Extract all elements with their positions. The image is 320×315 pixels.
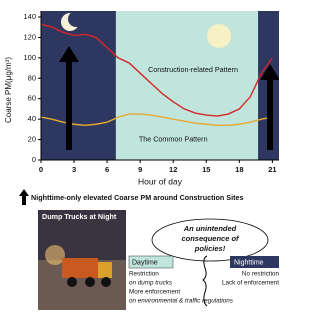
x-tick-label: 15 [202, 165, 210, 174]
daytime-note: Restriction [129, 271, 159, 278]
photo-title: Dump Trucks at Night [42, 212, 117, 221]
nighttime-notes: No restriction Lack of enforcement [222, 271, 279, 287]
x-tick-label: 18 [235, 165, 243, 174]
moon-shadow [68, 11, 84, 27]
y-tick-label: 20 [28, 135, 36, 144]
x-tick-label: 0 [39, 165, 43, 174]
y-tick-label: 140 [23, 12, 36, 21]
daytime-label: Daytime [132, 259, 158, 266]
nighttime-label: Nighttime [234, 259, 264, 266]
series-label: Construction-related Pattern [148, 65, 238, 74]
daytime-note: on dump trucks [129, 280, 173, 287]
nighttime-note: Lack of enforcement [222, 280, 279, 287]
x-tick-label: 9 [138, 165, 142, 174]
daytime-notes: Restriction on dump trucks More enforcemen… [129, 271, 234, 305]
daytime-note: on environmental & traffic regulations [129, 298, 234, 305]
callout-line: policies! [194, 244, 226, 253]
sun [207, 24, 231, 48]
caption: Nighttime-only elevated Coarse PM around… [31, 193, 243, 202]
x-tick-label: 6 [105, 165, 109, 174]
y-tick-label: 120 [23, 32, 36, 41]
truck-wheel [101, 277, 111, 287]
x-tick-label: 3 [72, 165, 76, 174]
x-tick-label: 21 [268, 165, 276, 174]
y-tick-label: 40 [28, 114, 36, 123]
plot: Construction-related Pattern The Common P… [23, 11, 279, 174]
truck-wheel [67, 277, 77, 287]
truck-wheel [85, 277, 95, 287]
series-label: The Common Pattern [139, 134, 208, 143]
y-tick-label: 60 [28, 94, 36, 103]
nighttime-note: No restriction [242, 271, 279, 278]
y-axis-label: Coarse PM(μg/m³) [4, 57, 13, 123]
shading-band [41, 11, 116, 160]
x-axis-label: Hour of day [138, 176, 183, 186]
x-tick-label: 12 [169, 165, 177, 174]
callout-line: consequence of [181, 234, 240, 243]
y-tick-label: 0 [32, 155, 36, 164]
page: {"chart_data": {"type": "line", "x_label… [0, 0, 279, 310]
callout-line: An unintended [183, 224, 237, 233]
daytime-note: More enforcement [129, 289, 180, 296]
caption-arrow [19, 189, 29, 205]
figure: Construction-related Pattern The Common P… [0, 0, 279, 310]
y-tick-label: 80 [28, 73, 36, 82]
truck-cab [98, 262, 112, 278]
y-tick-label: 100 [23, 53, 36, 62]
truck-bed [62, 258, 98, 278]
